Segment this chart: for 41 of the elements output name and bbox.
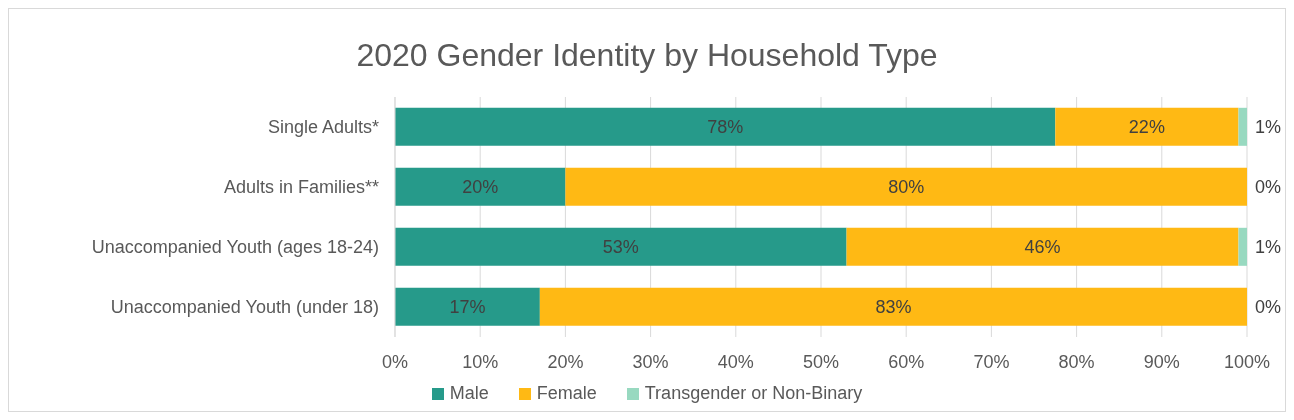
bar <box>846 227 1239 266</box>
x-tick-label: 0% <box>381 351 409 372</box>
bar <box>395 287 540 326</box>
x-tick-label: 100% <box>1223 351 1271 372</box>
x-tick-label: 50% <box>802 351 840 372</box>
bar <box>565 167 1247 206</box>
y-tick-label: Single Adults* <box>267 117 379 138</box>
bar <box>1238 107 1247 146</box>
x-tick-label: 60% <box>888 351 925 372</box>
x-tick-label: 40% <box>717 351 754 372</box>
x-tick-label: 80% <box>1058 351 1095 372</box>
data-label: 53% <box>602 237 639 258</box>
bar <box>539 287 1247 326</box>
x-tick-label: 20% <box>547 351 584 372</box>
y-tick-label: Unaccompanied Youth (ages 18-24) <box>91 237 379 258</box>
data-label: 0% <box>1255 296 1282 318</box>
data-label: 46% <box>1024 237 1061 258</box>
data-label: 22% <box>1128 117 1165 138</box>
bar <box>1055 107 1239 146</box>
bar <box>1238 227 1247 266</box>
x-tick-label: 10% <box>462 351 499 372</box>
bar <box>395 227 847 266</box>
legend-label: Transgender or Non-Binary <box>644 383 863 404</box>
data-label: 78% <box>707 117 744 138</box>
y-tick-label: Adults in Families** <box>223 177 379 198</box>
data-label: 80% <box>888 177 925 198</box>
data-label: 83% <box>875 297 912 318</box>
data-label: 17% <box>449 297 486 318</box>
bar <box>395 167 566 206</box>
data-label: 1% <box>1255 116 1282 138</box>
data-label: 0% <box>1255 176 1282 198</box>
chart-title: 2020 Gender Identity by Household Type <box>355 37 939 75</box>
y-tick-label: Unaccompanied Youth (under 18) <box>110 297 379 318</box>
x-tick-label: 90% <box>1143 351 1180 372</box>
x-tick-label: 30% <box>632 351 669 372</box>
legend-label: Female <box>536 383 597 404</box>
data-label: 1% <box>1255 236 1282 258</box>
legend-label: Male <box>449 383 489 404</box>
bar <box>395 107 1056 146</box>
x-tick-label: 70% <box>973 351 1010 372</box>
data-label: 20% <box>462 177 499 198</box>
